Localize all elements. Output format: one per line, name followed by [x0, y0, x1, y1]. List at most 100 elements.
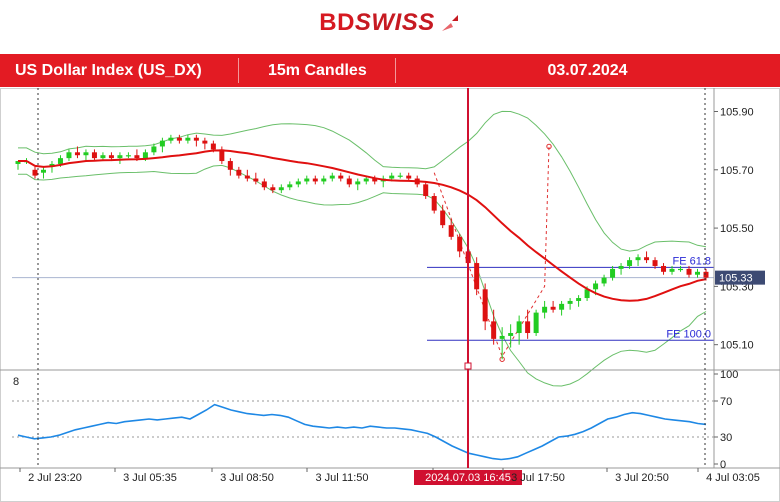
candle-body	[236, 169, 242, 176]
brand-header: BDSWISS	[0, 0, 780, 46]
crosshair-time-label: 2024.07.03 16:45	[425, 472, 511, 484]
candle-body	[491, 321, 497, 339]
candle-body	[40, 169, 46, 173]
instrument-title: US Dollar Index (US_DX)	[15, 61, 202, 79]
candle-body	[372, 178, 378, 182]
chart-date: 03.07.2024	[547, 61, 628, 79]
candle-body	[74, 152, 80, 156]
header-divider	[238, 58, 239, 83]
candle-body	[159, 140, 165, 147]
chart-header-bar: US Dollar Index (US_DX) 15m Candles 03.0…	[0, 54, 780, 87]
candle-body	[355, 181, 361, 185]
candle-body	[117, 155, 123, 159]
candle-body	[482, 289, 488, 322]
candle-body	[295, 181, 301, 185]
candle-body	[134, 155, 140, 159]
time-tick-label: 3 Jul 11:50	[315, 472, 368, 484]
candle-body	[635, 257, 641, 261]
candle-body	[100, 155, 106, 159]
candle-body	[321, 178, 327, 182]
chart-frame	[0, 88, 780, 502]
candle-body	[457, 236, 463, 252]
indicator-line	[17, 403, 707, 461]
candle-body	[686, 268, 692, 275]
time-tick-label: 4 Jul 03:05	[706, 472, 760, 484]
candle-body	[83, 152, 89, 156]
candle-body	[151, 146, 157, 153]
main-panel: FE 61.8 FE 100.0	[12, 110, 714, 387]
candle-body	[57, 158, 63, 164]
candle-body	[576, 298, 582, 301]
time-tick-label: 3 Jul 05:35	[123, 472, 177, 484]
crosshair-time-badge	[414, 470, 522, 485]
indicator-tick-label: 70	[720, 396, 732, 408]
candle-body	[584, 289, 590, 299]
candle-body	[338, 175, 344, 179]
candle-body	[533, 312, 539, 334]
candle-body	[261, 181, 267, 188]
candle-body	[32, 169, 38, 176]
candle-body	[678, 268, 684, 271]
brand-logo: BDSWISS	[319, 9, 435, 36]
current-price-label: 105.33	[719, 273, 753, 285]
candle-body	[593, 283, 599, 290]
indicator-panel: 8	[12, 376, 714, 461]
candle-body	[219, 149, 225, 162]
indicator-tick-label: 100	[720, 369, 738, 381]
candle-body	[525, 321, 531, 334]
candle-body	[703, 271, 709, 278]
upper-band-line	[18, 110, 707, 252]
indicator-tick-label: 30	[720, 432, 732, 444]
crosshair-marker	[464, 362, 472, 370]
candle-body	[610, 268, 616, 278]
candle-body	[559, 303, 565, 310]
candle-body	[474, 263, 480, 290]
candle-body	[329, 175, 335, 179]
candle-body	[567, 300, 573, 304]
candle-body	[661, 265, 667, 272]
bdswiss-logo-icon	[441, 15, 458, 31]
timeframe-label: 15m Candles	[268, 61, 367, 79]
candle-body	[440, 210, 446, 226]
candle-body	[363, 178, 369, 182]
time-tick-label: 2 Jul 23:20	[28, 472, 82, 484]
price-tick-label: 105.10	[720, 340, 754, 352]
candle-body	[287, 184, 293, 188]
fib-level-label: FE 61.8	[672, 255, 711, 267]
candle-body	[193, 137, 199, 141]
time-tick-label: 3 Jul 17:50	[511, 472, 565, 484]
price-tick-label: 105.90	[720, 106, 754, 118]
candle-body	[618, 265, 624, 269]
candle-body	[516, 321, 522, 334]
candle-body	[695, 271, 701, 275]
candle-body	[210, 143, 216, 150]
header-divider	[395, 58, 396, 83]
projection-point	[546, 143, 552, 150]
candle-body	[202, 140, 208, 144]
candle-body	[652, 260, 658, 266]
price-tick-label: 105.70	[720, 165, 754, 177]
price-chart[interactable]: FE 61.8 FE 100.0 8 105.90 105.70 105.50 105.…	[0, 88, 780, 502]
candle-body	[448, 225, 454, 237]
axes: 105.90105.70105.50105.30105.10105.331007…	[0, 88, 780, 485]
candle-body	[627, 260, 633, 266]
candle-body	[304, 178, 310, 182]
candle-body	[227, 161, 233, 170]
fib-level-label: FE 100.0	[666, 328, 711, 340]
price-tick-label: 105.50	[720, 223, 754, 235]
candle-body	[108, 155, 114, 159]
candle-body	[508, 333, 514, 336]
candle-body	[91, 152, 97, 159]
moving-average-line	[18, 149, 707, 302]
candle-body	[499, 335, 505, 339]
candle-body	[278, 187, 284, 191]
candle-body	[644, 257, 650, 261]
candle-body	[176, 137, 182, 141]
candle-body	[346, 178, 352, 185]
candle-body	[431, 196, 437, 211]
candle-body	[423, 184, 429, 197]
candle-body	[185, 137, 191, 141]
candle-body	[66, 152, 72, 159]
candle-body	[168, 137, 174, 141]
candle-body	[125, 155, 131, 157]
